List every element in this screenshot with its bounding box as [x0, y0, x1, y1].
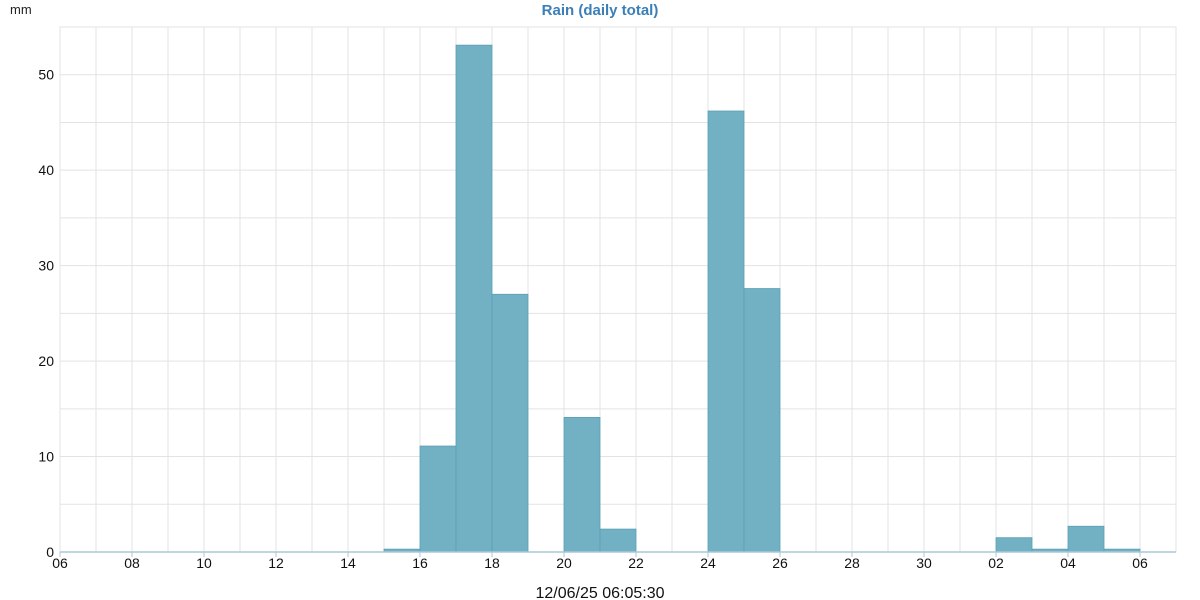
- bar-20: [563, 417, 601, 553]
- x-tick-label: 04: [1060, 555, 1076, 571]
- x-tick-label: 22: [628, 555, 644, 571]
- x-tick-label: 30: [916, 555, 932, 571]
- chart-title: Rain (daily total): [542, 2, 659, 19]
- x-tick-label: 18: [484, 555, 500, 571]
- x-tick-label: 14: [340, 555, 356, 571]
- bar-02: [995, 537, 1033, 553]
- bar-24: [707, 110, 745, 553]
- x-tick-label: 24: [700, 555, 716, 571]
- y-tick-label: 40: [38, 162, 54, 178]
- y-tick-label: 30: [38, 258, 54, 274]
- bar-17: [455, 44, 493, 553]
- x-tick-label: 20: [556, 555, 572, 571]
- plot-border: [59, 26, 1177, 553]
- y-tick-label: 50: [38, 67, 54, 83]
- bar-16: [419, 445, 457, 553]
- bar-04: [1067, 525, 1105, 553]
- bar-21: [599, 528, 637, 553]
- y-tick-label: 20: [38, 353, 54, 369]
- bar-25: [743, 288, 781, 553]
- axes: 0 10 20 30 40 50 06 08 10 12 14 16 18 20 22 24 26 28 30 02 0…: [38, 67, 1176, 571]
- bars-group: [383, 44, 1141, 553]
- x-tick-label: 10: [196, 555, 212, 571]
- grid-lines: [59, 26, 1177, 553]
- timestamp-label: 12/06/25 06:05:30: [535, 585, 664, 600]
- x-tick-label: 02: [988, 555, 1004, 571]
- x-tick-label: 06: [52, 555, 68, 571]
- y-axis-unit: mm: [10, 2, 32, 17]
- y-tick-label: 10: [38, 449, 54, 465]
- x-tick-label: 06: [1132, 555, 1148, 571]
- y-tick-label: 0: [46, 544, 54, 560]
- x-tick-label: 08: [124, 555, 140, 571]
- x-tick-label: 16: [412, 555, 428, 571]
- x-tick-label: 26: [772, 555, 788, 571]
- bar-18: [491, 293, 529, 553]
- x-tick-label: 12: [268, 555, 284, 571]
- x-tick-label: 28: [844, 555, 860, 571]
